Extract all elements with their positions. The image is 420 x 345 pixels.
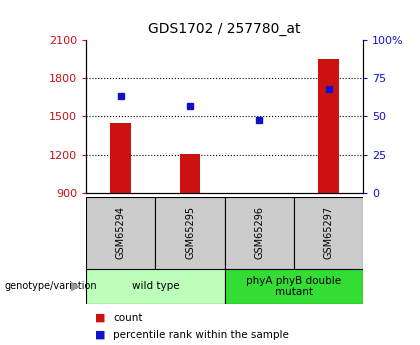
- Text: phyA phyB double
mutant: phyA phyB double mutant: [247, 276, 341, 297]
- Text: ▶: ▶: [71, 280, 80, 293]
- Bar: [294, 197, 363, 269]
- Bar: [225, 269, 363, 304]
- Text: GSM65295: GSM65295: [185, 206, 195, 259]
- Title: GDS1702 / 257780_at: GDS1702 / 257780_at: [148, 22, 301, 36]
- Text: wild type: wild type: [131, 282, 179, 291]
- Bar: [110, 123, 131, 193]
- Bar: [86, 269, 225, 304]
- Bar: [155, 197, 225, 269]
- Text: GSM65294: GSM65294: [116, 206, 126, 259]
- Bar: [318, 59, 339, 193]
- Text: genotype/variation: genotype/variation: [4, 282, 97, 291]
- Text: ■: ■: [94, 313, 105, 323]
- Bar: [225, 197, 294, 269]
- Bar: [86, 197, 155, 269]
- Text: ■: ■: [94, 330, 105, 339]
- Text: GSM65297: GSM65297: [324, 206, 333, 259]
- Text: count: count: [113, 313, 143, 323]
- Text: GSM65296: GSM65296: [255, 206, 264, 259]
- Bar: [249, 193, 270, 197]
- Text: percentile rank within the sample: percentile rank within the sample: [113, 330, 289, 339]
- Bar: [180, 154, 200, 193]
